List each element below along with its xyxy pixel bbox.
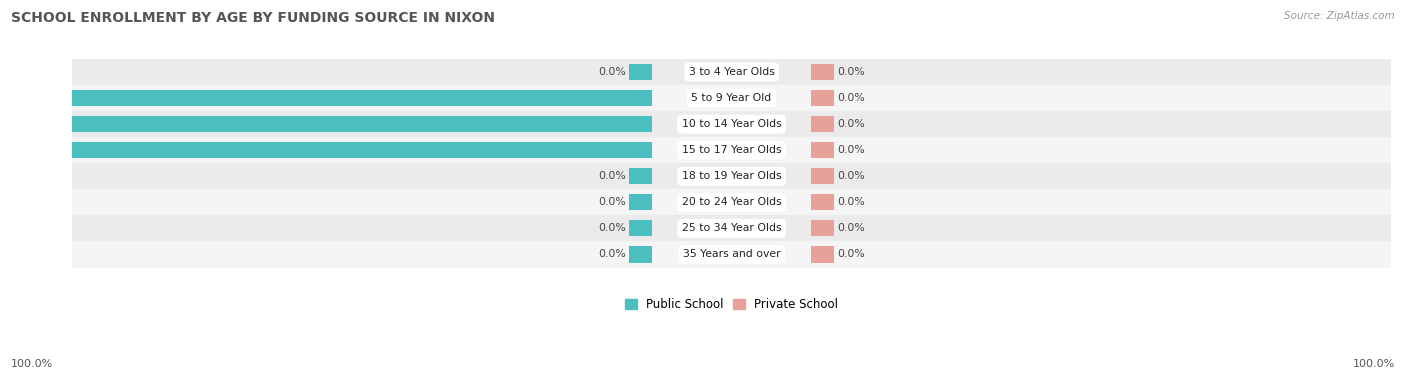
Legend: Public School, Private School: Public School, Private School	[624, 298, 838, 311]
Text: 3 to 4 Year Olds: 3 to 4 Year Olds	[689, 67, 775, 77]
Bar	[630, 220, 652, 236]
Bar	[630, 64, 652, 80]
Bar	[0, 142, 652, 158]
Text: 0.0%: 0.0%	[837, 93, 865, 103]
Bar	[630, 247, 652, 262]
Text: 0.0%: 0.0%	[837, 119, 865, 129]
Text: 0.0%: 0.0%	[837, 250, 865, 259]
Bar	[811, 64, 834, 80]
Text: 0.0%: 0.0%	[837, 145, 865, 155]
Text: 18 to 19 Year Olds: 18 to 19 Year Olds	[682, 171, 782, 181]
Text: 100.0%: 100.0%	[11, 359, 53, 369]
Text: 0.0%: 0.0%	[599, 198, 626, 207]
Bar	[811, 116, 834, 132]
Text: 0.0%: 0.0%	[837, 198, 865, 207]
Bar	[811, 168, 834, 184]
Text: 0.0%: 0.0%	[837, 171, 865, 181]
Bar	[72, 137, 1391, 163]
Bar	[72, 85, 1391, 111]
Text: 0.0%: 0.0%	[599, 67, 626, 77]
Text: SCHOOL ENROLLMENT BY AGE BY FUNDING SOURCE IN NIXON: SCHOOL ENROLLMENT BY AGE BY FUNDING SOUR…	[11, 11, 495, 25]
Text: 35 Years and over: 35 Years and over	[683, 250, 780, 259]
Text: 100.0%: 100.0%	[1353, 359, 1395, 369]
Bar	[811, 220, 834, 236]
Bar	[0, 90, 652, 106]
Bar	[811, 247, 834, 262]
Text: 100.0%: 100.0%	[3, 93, 45, 103]
Bar	[72, 59, 1391, 85]
Bar	[811, 142, 834, 158]
Bar	[811, 90, 834, 106]
Text: 5 to 9 Year Old: 5 to 9 Year Old	[692, 93, 772, 103]
Text: 0.0%: 0.0%	[599, 250, 626, 259]
Text: 20 to 24 Year Olds: 20 to 24 Year Olds	[682, 198, 782, 207]
Text: 0.0%: 0.0%	[837, 224, 865, 233]
Text: Source: ZipAtlas.com: Source: ZipAtlas.com	[1284, 11, 1395, 21]
Text: 25 to 34 Year Olds: 25 to 34 Year Olds	[682, 224, 782, 233]
Text: 0.0%: 0.0%	[599, 224, 626, 233]
Bar	[72, 163, 1391, 189]
Text: 0.0%: 0.0%	[599, 171, 626, 181]
Text: 100.0%: 100.0%	[3, 119, 45, 129]
Text: 15 to 17 Year Olds: 15 to 17 Year Olds	[682, 145, 782, 155]
Bar	[72, 189, 1391, 215]
Bar	[630, 168, 652, 184]
Text: 0.0%: 0.0%	[837, 67, 865, 77]
Bar	[72, 241, 1391, 268]
Bar	[72, 215, 1391, 241]
Text: 100.0%: 100.0%	[3, 145, 45, 155]
Bar	[630, 194, 652, 210]
Bar	[0, 116, 652, 132]
Bar	[72, 111, 1391, 137]
Text: 10 to 14 Year Olds: 10 to 14 Year Olds	[682, 119, 782, 129]
Bar	[811, 194, 834, 210]
